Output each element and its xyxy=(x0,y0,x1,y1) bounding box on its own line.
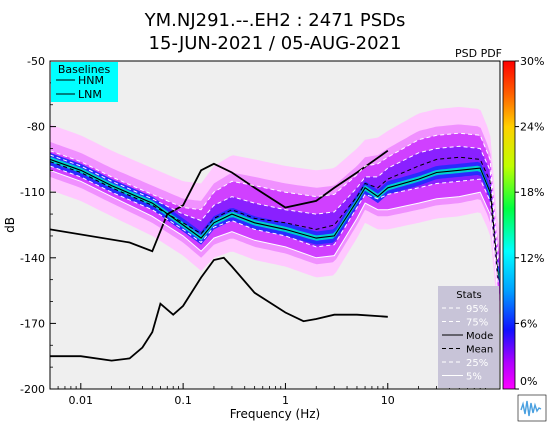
baselines-lnm-label: LNM xyxy=(78,88,102,101)
colorbar-tick-label: 18% xyxy=(520,186,544,199)
density-core-band xyxy=(50,146,500,284)
series-line-25pct xyxy=(50,165,499,285)
series-line-5pct xyxy=(50,169,499,298)
station-icon xyxy=(517,394,547,422)
baselines-hnm-label: HNM xyxy=(78,74,104,87)
y-tick-label: -140 xyxy=(20,252,45,265)
colorbar-ticks: 30% 24% 18% 12% 6% 0% xyxy=(515,55,544,390)
y-axis-label: dB xyxy=(3,217,17,233)
stats-legend-box xyxy=(438,286,499,388)
colorbar xyxy=(502,60,516,390)
colorbar-tick-label: 12% xyxy=(520,252,544,265)
x-tick-label: 1 xyxy=(282,394,289,407)
baselines-legend-box xyxy=(51,62,118,102)
series-line-lnm xyxy=(50,256,388,362)
colorbar-tick-label: 0% xyxy=(520,375,537,388)
station-icon-wave xyxy=(520,400,542,417)
x-tick-label: 0.01 xyxy=(69,394,94,407)
y-axis-ticks: -50 -80 -110 -140 -170 -200 xyxy=(20,55,56,396)
chart-title: YM.NJ291.--.EH2 : 2471 PSDs xyxy=(144,10,406,31)
stats-legend-label: 5% xyxy=(466,372,482,383)
x-tick-label: 10 xyxy=(381,394,395,407)
stats-legend-label: Mean xyxy=(466,345,493,356)
x-axis-label: Frequency (Hz) xyxy=(230,407,321,421)
stats-legend-title: Stats xyxy=(456,290,482,301)
y-tick-label: -50 xyxy=(27,55,45,68)
stats-legend-label: Mode xyxy=(466,331,493,342)
colorbar-tick-label: 6% xyxy=(520,317,537,330)
stats-legend: Stats 95% 75% Mode Mean 25% 5% xyxy=(438,286,499,388)
colorbar-tick-label: 24% xyxy=(520,121,544,134)
x-axis-ticks: 0.01 0.1 1 10 xyxy=(57,383,486,407)
x-tick-label: 0.1 xyxy=(174,394,192,407)
y-tick-label: -200 xyxy=(20,383,45,396)
colorbar-tick-label: 30% xyxy=(520,55,544,68)
series-line-hnm xyxy=(50,149,389,253)
stats-legend-label: 25% xyxy=(466,358,488,369)
baselines-legend: Baselines HNM LNM xyxy=(51,62,118,102)
plot-frame xyxy=(49,60,501,390)
series-lines xyxy=(50,132,499,362)
stats-legend-label: 95% xyxy=(466,304,488,315)
chart-subtitle: 15-JUN-2021 / 05-AUG-2021 xyxy=(149,33,402,54)
stats-legend-items: 95% 75% Mode Mean 25% 5% xyxy=(442,304,493,383)
y-tick-label: -80 xyxy=(27,121,45,134)
stats-legend-label: 75% xyxy=(466,318,488,329)
series-line-mean xyxy=(50,156,499,276)
baselines-legend-title: Baselines xyxy=(58,63,111,76)
series-line-95pct xyxy=(50,132,499,258)
psd-pdf-label: PSD PDF xyxy=(455,47,502,60)
y-tick-label: -110 xyxy=(20,186,45,199)
series-line-75pct xyxy=(50,145,499,267)
y-tick-label: -170 xyxy=(20,317,45,330)
